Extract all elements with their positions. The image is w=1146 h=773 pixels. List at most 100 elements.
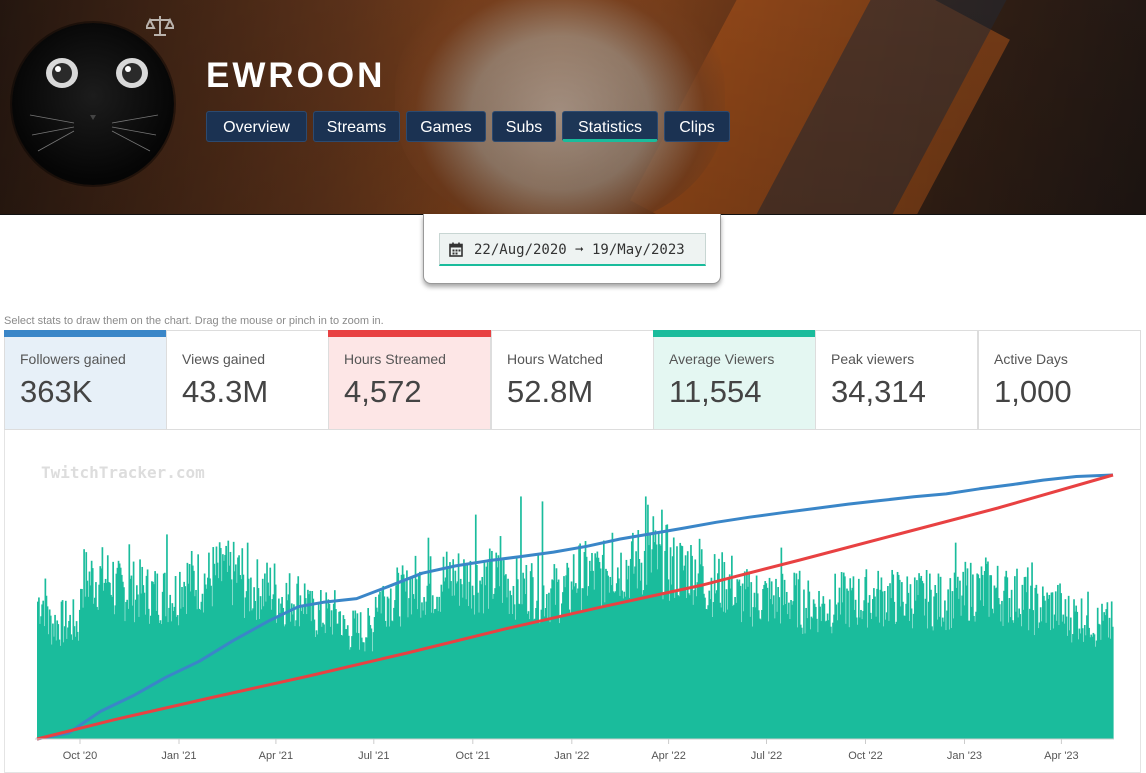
date-range-picker[interactable]: 22/Aug/2020 ➞ 19/May/2023: [439, 233, 706, 266]
viewers-bar: [146, 569, 149, 739]
viewers-bar: [840, 572, 843, 739]
viewers-bar: [1089, 637, 1092, 739]
viewers-bar: [566, 562, 569, 739]
viewers-bar: [519, 604, 521, 739]
viewers-bar: [823, 603, 826, 739]
viewers-bar: [927, 601, 930, 739]
viewers-bar: [714, 593, 717, 739]
viewers-bar: [580, 610, 583, 739]
viewers-bar: [898, 579, 901, 739]
stats-chart-svg[interactable]: TwitchTracker.com Oct '20 Jan '21 Apr '21 J…: [5, 430, 1142, 773]
viewers-bar: [1101, 603, 1103, 739]
viewers-bar: [468, 581, 471, 739]
viewers-bar: [621, 590, 623, 739]
viewers-bar: [104, 578, 107, 739]
viewers-bar: [97, 609, 99, 739]
viewers-bar: [322, 622, 324, 739]
tab-games[interactable]: Games: [406, 111, 486, 142]
viewers-bar: [500, 560, 503, 739]
viewers-bar: [1052, 628, 1055, 739]
viewers-bar: [692, 604, 694, 739]
viewers-bar: [997, 598, 1000, 739]
viewers-bar: [1062, 614, 1065, 739]
viewers-bar: [381, 590, 383, 739]
stats-chart[interactable]: TwitchTracker.com Oct '20 Jan '21 Apr '21 J…: [4, 430, 1141, 773]
viewers-bar: [337, 623, 339, 739]
viewers-bar: [1064, 599, 1067, 739]
viewers-bar: [373, 617, 376, 739]
viewers-bar: [776, 611, 778, 739]
viewers-bar: [601, 554, 604, 739]
viewers-bar: [552, 580, 555, 739]
viewers-bar: [358, 649, 361, 739]
viewers-bar: [958, 598, 960, 739]
viewers-bar: [642, 590, 645, 739]
viewers-bar: [587, 586, 590, 739]
viewers-bar: [570, 581, 573, 739]
viewers-bar: [1034, 587, 1037, 739]
tab-statistics[interactable]: Statistics: [562, 111, 658, 142]
stat-card-hours-watched[interactable]: Hours Watched 52.8M: [491, 330, 654, 430]
viewers-bar: [615, 583, 618, 739]
stat-card-active-days[interactable]: Active Days 1,000: [978, 330, 1141, 430]
viewers-bar: [527, 611, 530, 739]
viewers-bar: [1087, 591, 1089, 739]
scales-icon[interactable]: [146, 14, 174, 38]
viewers-bar: [1010, 589, 1013, 739]
viewers-bar: [637, 530, 640, 739]
viewers-bar: [1082, 641, 1085, 739]
tab-clips[interactable]: Clips: [664, 111, 730, 142]
viewers-bar: [1030, 585, 1032, 739]
viewers-bar: [490, 559, 492, 739]
viewers-bar: [391, 620, 393, 739]
viewers-bar: [479, 580, 481, 739]
viewers-bar: [181, 586, 183, 739]
viewers-bar: [926, 628, 929, 739]
viewers-bar: [772, 595, 775, 739]
viewers-bar: [649, 532, 651, 739]
viewers-bar: [176, 615, 179, 739]
viewers-bar: [544, 607, 547, 739]
viewers-bar: [316, 634, 319, 739]
viewers-bar: [537, 554, 540, 739]
viewers-bar: [828, 599, 831, 739]
viewers-bar: [102, 590, 105, 739]
viewers-bar: [1075, 605, 1078, 739]
viewers-bar: [682, 570, 685, 739]
viewers-bar: [141, 566, 144, 739]
tab-streams[interactable]: Streams: [313, 111, 400, 142]
stat-card-views-gained[interactable]: Views gained 43.3M: [166, 330, 329, 430]
viewers-bar: [538, 623, 541, 739]
stat-card-average-viewers[interactable]: Average Viewers 11,554: [653, 330, 816, 430]
viewers-bar: [384, 620, 387, 739]
viewers-bar: [353, 618, 356, 739]
stat-card-hours-streamed[interactable]: Hours Streamed 4,572: [328, 330, 491, 430]
tab-subs[interactable]: Subs: [492, 111, 556, 142]
viewers-bar: [765, 583, 768, 739]
viewers-bar: [399, 626, 402, 739]
viewers-bar: [640, 562, 643, 739]
stat-value: 43.3M: [182, 374, 269, 409]
viewers-bar: [977, 574, 980, 739]
viewers-bar: [788, 602, 790, 739]
viewers-bar: [275, 622, 278, 739]
viewers-bar: [628, 597, 631, 739]
viewers-bar: [343, 619, 346, 739]
stat-card-followers-gained[interactable]: Followers gained 363K: [4, 330, 167, 430]
viewers-bar: [418, 571, 421, 739]
stat-card-peak-viewers[interactable]: Peak viewers 34,314: [815, 330, 978, 430]
viewers-bar: [1038, 622, 1041, 739]
tab-overview[interactable]: Overview: [206, 111, 307, 142]
viewers-bar: [163, 572, 166, 739]
viewers-bar: [205, 588, 208, 739]
viewers-bar: [887, 586, 889, 739]
viewers-bar: [839, 614, 842, 739]
channel-avatar[interactable]: [12, 23, 174, 185]
viewers-bar: [579, 543, 581, 739]
viewers-bar: [482, 613, 485, 739]
viewers-bar: [338, 611, 340, 739]
viewers-bar: [510, 595, 513, 739]
viewers-bar: [964, 561, 967, 739]
stat-value: 34,314: [831, 374, 926, 409]
viewers-bar: [845, 623, 847, 739]
